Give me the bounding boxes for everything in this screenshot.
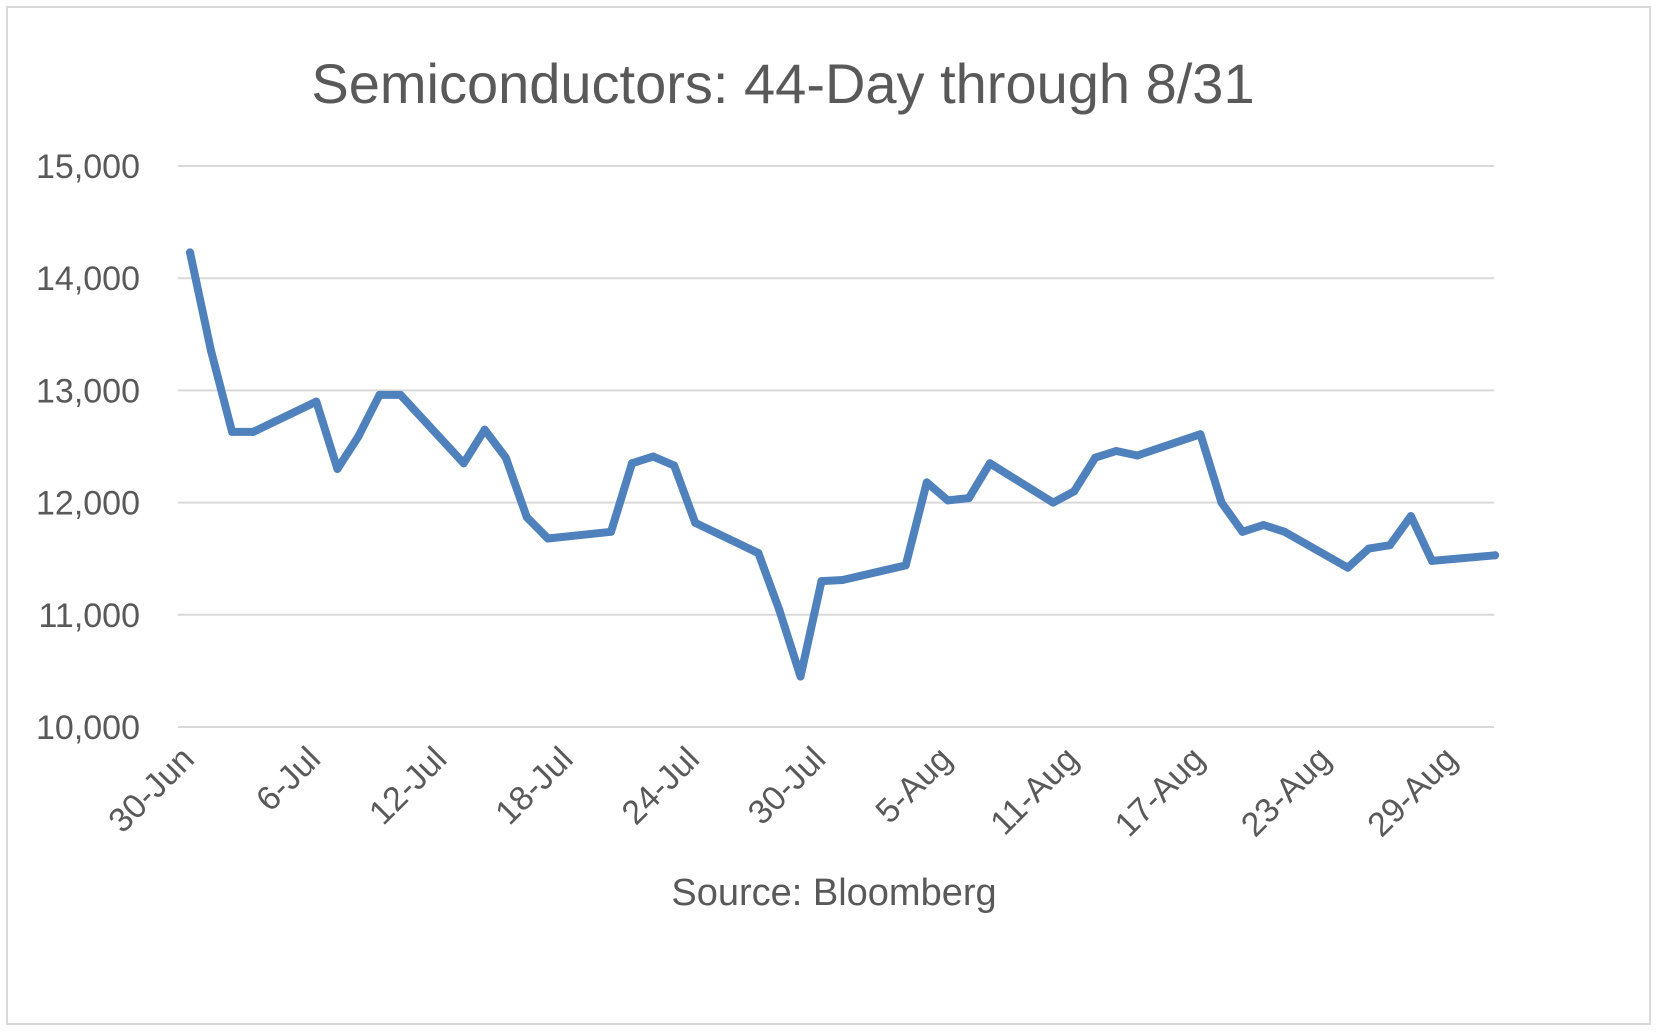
data-point [1364, 544, 1373, 553]
data-point [375, 390, 384, 399]
y-tick-label: 11,000 [39, 597, 140, 635]
data-point [628, 459, 636, 468]
x-tick-label: 5-Aug [868, 740, 959, 831]
data-point [754, 549, 763, 558]
line-chart: Semiconductors: 44-Day through 8/31 10,0… [36, 52, 1500, 914]
x-tick-label: 23-Aug [1234, 740, 1338, 844]
x-axis-title: Source: Bloomberg [671, 872, 996, 914]
data-point [333, 464, 342, 473]
data-point [1343, 563, 1352, 572]
data-point [691, 518, 700, 527]
data-point [228, 427, 237, 436]
data-point [207, 347, 216, 356]
data-point [186, 248, 194, 257]
data-point [1091, 453, 1100, 462]
y-axis-tick-labels: 10,000 11,000 12,000 13,000 14,000 15,000 [36, 148, 140, 747]
data-point [312, 397, 321, 406]
x-tick-label: 17-Aug [1108, 740, 1212, 844]
data-point [1196, 430, 1205, 439]
series-line [186, 248, 1500, 681]
data-point [1385, 541, 1394, 550]
data-point [1491, 551, 1500, 560]
y-tick-label: 10,000 [36, 709, 140, 747]
data-point [501, 453, 510, 462]
data-point [964, 494, 973, 503]
data-point [1112, 447, 1121, 455]
data-point [459, 459, 468, 468]
data-point [922, 478, 931, 487]
data-point [796, 672, 805, 681]
data-point [543, 534, 552, 543]
data-point [1217, 498, 1226, 507]
data-point [396, 390, 405, 399]
x-tick-label: 30-Jul [741, 740, 833, 832]
data-point [1070, 487, 1079, 496]
y-tick-label: 15,000 [36, 148, 140, 186]
x-tick-label: 6-Jul [249, 740, 328, 819]
data-point [1428, 556, 1436, 565]
data-point [249, 427, 258, 436]
chart-title: Semiconductors: 44-Day through 8/31 [311, 52, 1254, 115]
data-points [186, 248, 1500, 681]
y-tick-label: 13,000 [36, 372, 140, 410]
data-point [480, 425, 489, 434]
data-point [1049, 498, 1058, 507]
data-point [649, 452, 658, 461]
x-tick-label: 29-Aug [1360, 740, 1464, 844]
x-tick-label: 11-Aug [983, 740, 1086, 843]
x-tick-label: 18-Jul [488, 740, 580, 832]
data-point [817, 577, 826, 586]
data-point [354, 432, 363, 441]
data-point [522, 513, 531, 522]
data-point [670, 461, 679, 470]
x-tick-label: 30-Jun [101, 740, 201, 840]
x-axis-tick-labels: 30-Jun 6-Jul 12-Jul 18-Jul 24-Jul 30-Jul 5-Aug… [101, 740, 1464, 844]
y-tick-label: 14,000 [36, 260, 140, 298]
data-point [1238, 527, 1247, 536]
gridlines [178, 165, 1494, 728]
data-point [775, 606, 784, 615]
data-point [838, 576, 847, 584]
x-tick-label: 12-Jul [362, 740, 454, 832]
data-point [607, 527, 615, 536]
data-point [943, 496, 952, 505]
data-point [901, 561, 910, 570]
data-point [985, 459, 994, 468]
data-point [1133, 451, 1142, 460]
chart-frame: Semiconductors: 44-Day through 8/31 10,0… [6, 6, 1651, 1025]
data-point [1259, 521, 1268, 529]
data-point [1280, 527, 1289, 536]
y-tick-label: 12,000 [36, 485, 140, 523]
x-tick-label: 24-Jul [615, 740, 707, 832]
data-point [1406, 512, 1415, 521]
